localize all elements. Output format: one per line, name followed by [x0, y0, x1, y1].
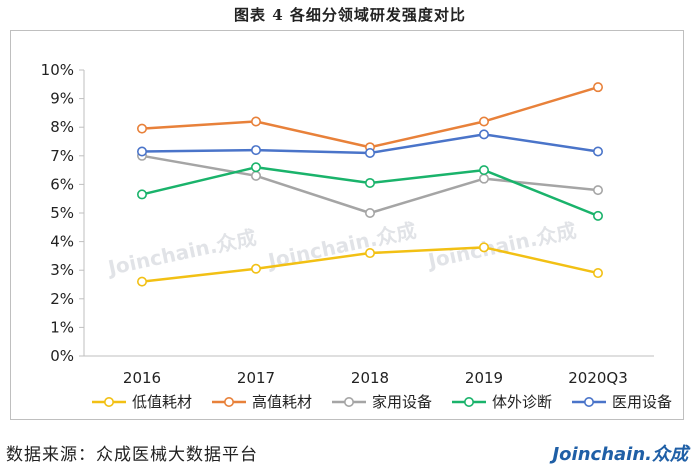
y-tick-label: 3%: [50, 261, 74, 279]
data-point: [137, 123, 148, 134]
y-tick-label: 2%: [50, 290, 74, 308]
figure-title: 图表 4 各细分领域研发强度对比: [234, 6, 466, 24]
y-tick-label: 5%: [50, 204, 74, 222]
legend-swatch-marker: [463, 396, 474, 407]
data-point: [137, 146, 148, 157]
data-point: [251, 170, 262, 181]
y-tick-label: 8%: [50, 118, 74, 136]
data-point: [137, 189, 148, 200]
series-line-2: [141, 85, 599, 149]
y-tick-label: 0%: [50, 347, 74, 365]
data-point: [364, 177, 375, 188]
data-point: [251, 145, 262, 156]
data-point: [137, 276, 148, 287]
data-point: [592, 185, 603, 196]
y-tick-label: 7%: [50, 147, 74, 165]
y-tick-label: 10%: [41, 61, 74, 79]
x-tick-label: 2018: [351, 369, 389, 387]
legend-swatch-marker: [343, 396, 354, 407]
data-point: [251, 116, 262, 127]
brand-logo: Joinchain.众成: [552, 444, 688, 465]
x-tick-label: 2020Q3: [568, 369, 628, 387]
data-point: [592, 268, 603, 279]
data-point: [251, 263, 262, 274]
data-point: [592, 146, 603, 157]
legend-swatch-marker: [224, 396, 235, 407]
data-point: [478, 165, 489, 176]
legend-label: 高值耗材: [252, 393, 312, 411]
data-point: [364, 147, 375, 158]
legend-label: 医用设备: [612, 393, 672, 411]
x-tick-label: 2016: [123, 369, 161, 387]
y-tick-label: 9%: [50, 90, 74, 108]
source-note: 数据来源：众成医械大数据平台: [6, 445, 258, 465]
data-point: [251, 162, 262, 173]
x-tick-label: 2017: [237, 369, 275, 387]
y-tick-label: 6%: [50, 175, 74, 193]
data-point: [364, 208, 375, 219]
data-point: [478, 173, 489, 184]
data-point: [478, 116, 489, 127]
legend-label: 家用设备: [372, 393, 432, 411]
watermark-3: Joinchain.众成: [424, 218, 578, 273]
data-point: [592, 210, 603, 221]
data-point: [364, 248, 375, 259]
legend-label: 体外诊断: [492, 393, 552, 411]
y-tick-label: 1%: [50, 318, 74, 336]
data-point: [478, 129, 489, 140]
legend-label: 低值耗材: [132, 393, 192, 411]
y-tick-label: 4%: [50, 233, 74, 251]
legend-swatch-marker: [104, 396, 115, 407]
legend-swatch-marker: [583, 396, 594, 407]
data-point: [592, 82, 603, 93]
data-point: [478, 242, 489, 253]
x-tick-label: 2019: [465, 369, 503, 387]
